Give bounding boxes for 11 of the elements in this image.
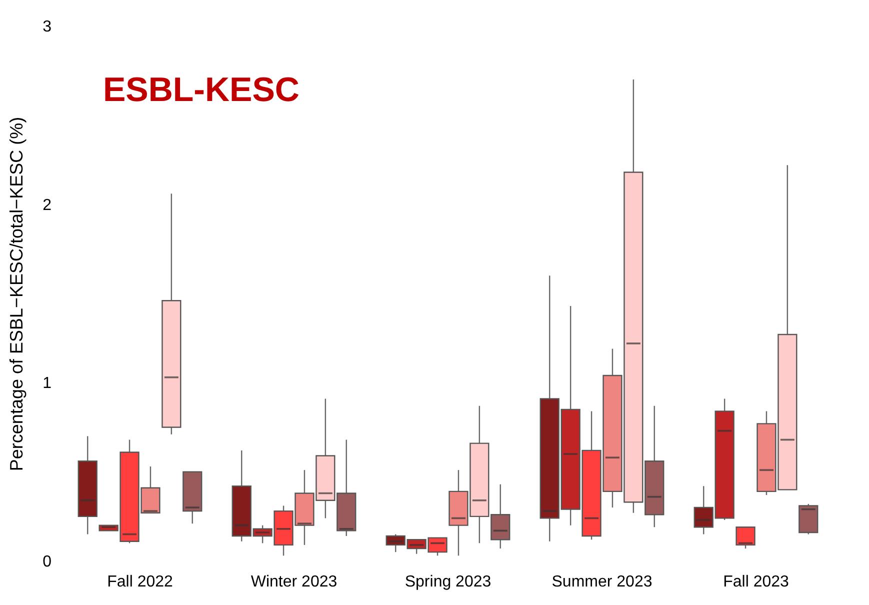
x-tick-label: Fall 2023 bbox=[723, 574, 790, 590]
y-tick-label: 0 bbox=[42, 554, 52, 570]
y-axis-title: Percentage of ESBL−KESC/total−KESC (%) bbox=[6, 116, 27, 472]
y-tick-label: 2 bbox=[42, 196, 52, 214]
x-tick-label: Fall 2022 bbox=[107, 574, 174, 590]
x-tick-label: Summer 2023 bbox=[552, 574, 652, 590]
x-tick-label: Winter 2023 bbox=[250, 574, 338, 590]
y-tick-label: 1 bbox=[42, 375, 52, 392]
text: ESBL-KESC bbox=[103, 71, 300, 109]
x-tick-label: Spring 2023 bbox=[404, 574, 492, 590]
y-tick-label: 3 bbox=[42, 18, 52, 36]
